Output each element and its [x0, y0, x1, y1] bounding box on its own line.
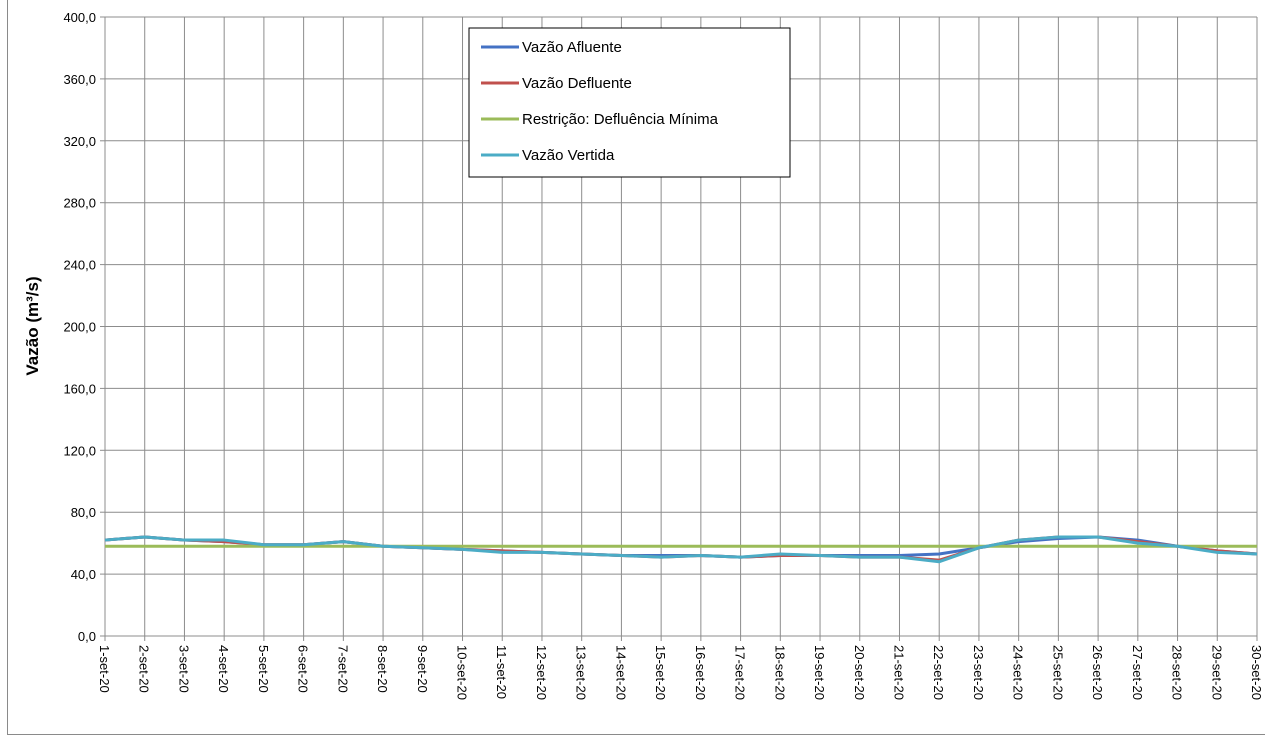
legend-label: Restrição: Defluência Mínima	[522, 111, 719, 128]
y-tick-labels: 0,0 40,0 80,0 120,0 160,0 200,0 240,0 280,0 320,…	[63, 10, 96, 644]
x-tick-label: 23-set-20	[971, 645, 986, 700]
y-tick-label: 320,0	[63, 134, 96, 149]
y-tick-label: 240,0	[63, 258, 96, 273]
x-tick-label: 24-set-20	[1011, 645, 1026, 700]
y-tick-label: 280,0	[63, 196, 96, 211]
x-tick-label: 25-set-20	[1050, 645, 1065, 700]
x-tick-label: 30-set-20	[1249, 645, 1264, 700]
x-tick-label: 12-set-20	[534, 645, 549, 700]
x-tick-label: 11-set-20	[494, 645, 509, 699]
x-tick-label: 6-set-20	[296, 645, 311, 693]
x-tick-label: 3-set-20	[176, 645, 191, 693]
x-tick-label: 15-set-20	[653, 645, 668, 700]
x-tick-label: 8-set-20	[375, 645, 390, 693]
x-tick-label: 20-set-20	[852, 645, 867, 700]
x-tick-label: 13-set-20	[574, 645, 589, 700]
x-tick-labels: 1-set-20 2-set-20 3-set-20 4-set-20 5-set-20…	[97, 645, 1264, 700]
y-tick-label: 80,0	[71, 505, 96, 520]
x-tick-label: 14-set-20	[613, 645, 628, 700]
x-tick-label: 29-set-20	[1209, 645, 1224, 700]
x-tick-label: 7-set-20	[335, 645, 350, 693]
chart-area	[7, 0, 1265, 735]
legend-label: Vazão Defluente	[522, 75, 632, 92]
y-tick-label: 400,0	[63, 10, 96, 25]
legend-label: Vazão Vertida	[522, 147, 615, 164]
y-tick-label: 40,0	[71, 567, 96, 582]
legend-box	[468, 27, 791, 178]
x-tick-label: 2-set-20	[137, 645, 152, 693]
x-tick-label: 10-set-20	[455, 645, 470, 700]
x-tick-label: 1-set-20	[97, 645, 112, 693]
x-tick-label: 16-set-20	[693, 645, 708, 700]
y-tick-label: 360,0	[63, 72, 96, 87]
x-tick-label: 17-set-20	[733, 645, 748, 700]
legend-label: Vazão Afluente	[522, 39, 622, 56]
y-tick-label: 160,0	[63, 381, 96, 396]
x-tick-label: 9-set-20	[415, 645, 430, 693]
x-tick-label: 27-set-20	[1130, 645, 1145, 700]
series-line-vaz-o-vertida	[104, 535, 1258, 564]
y-tick-label: 200,0	[63, 320, 96, 335]
x-tick-label: 19-set-20	[812, 645, 827, 700]
y-tick-label: 0,0	[78, 629, 96, 644]
legend: Vazão Afluente Vazão Defluente Restrição: …	[468, 27, 791, 178]
x-tick-label: 18-set-20	[772, 645, 787, 700]
y-tick-label: 120,0	[63, 443, 96, 458]
x-tick-label: 26-set-20	[1090, 645, 1105, 700]
x-tick-label: 28-set-20	[1170, 645, 1185, 700]
y-axis-label: Vazão (m³/s)	[23, 276, 42, 375]
axes	[100, 16, 1258, 641]
x-tick-label: 21-set-20	[891, 645, 906, 700]
x-tick-label: 4-set-20	[216, 645, 231, 693]
x-tick-label: 22-set-20	[931, 645, 946, 700]
x-tick-label: 5-set-20	[256, 645, 271, 693]
series-lines	[104, 535, 1258, 564]
